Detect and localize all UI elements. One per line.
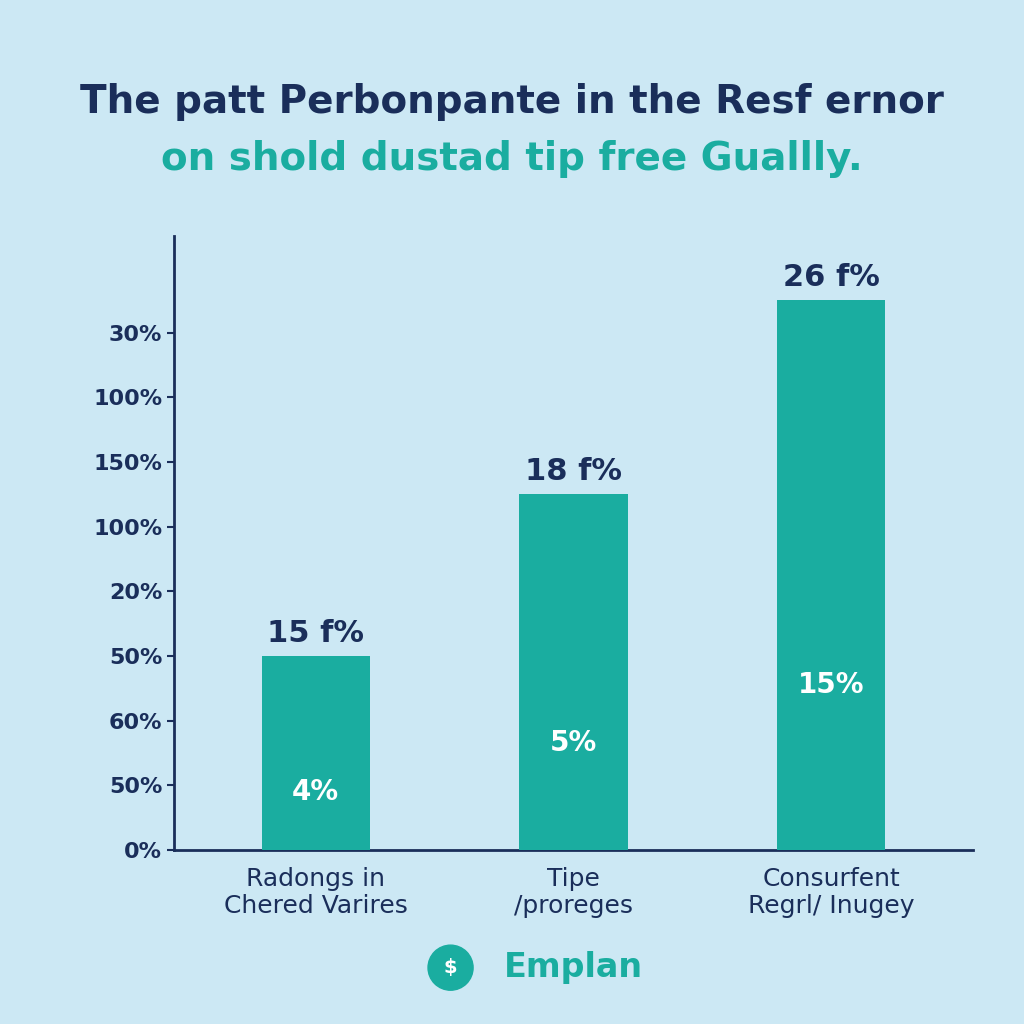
Text: 18 f%: 18 f% <box>525 458 622 486</box>
Text: Emplan: Emplan <box>504 951 643 984</box>
Text: 15%: 15% <box>798 671 864 699</box>
Text: The patt Perbonpante in the Resf ernor: The patt Perbonpante in the Resf ernor <box>80 83 944 122</box>
Text: 26 f%: 26 f% <box>782 263 880 293</box>
Text: 4%: 4% <box>292 777 339 806</box>
Text: $: $ <box>443 958 458 977</box>
Text: 15 f%: 15 f% <box>267 620 365 648</box>
Bar <box>777 300 885 850</box>
Bar <box>519 495 628 850</box>
Bar <box>262 656 370 850</box>
Text: 5%: 5% <box>550 729 597 757</box>
Text: on shold dustad tip free Guallly.: on shold dustad tip free Guallly. <box>161 139 863 178</box>
